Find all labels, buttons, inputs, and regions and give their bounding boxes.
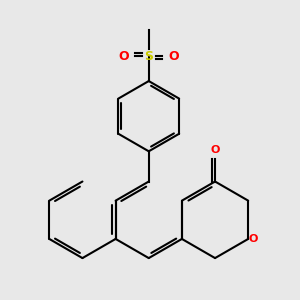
Text: S: S [144, 50, 153, 63]
Text: O: O [168, 50, 179, 63]
Text: O: O [210, 145, 220, 155]
Text: O: O [119, 50, 129, 63]
Text: O: O [248, 234, 257, 244]
